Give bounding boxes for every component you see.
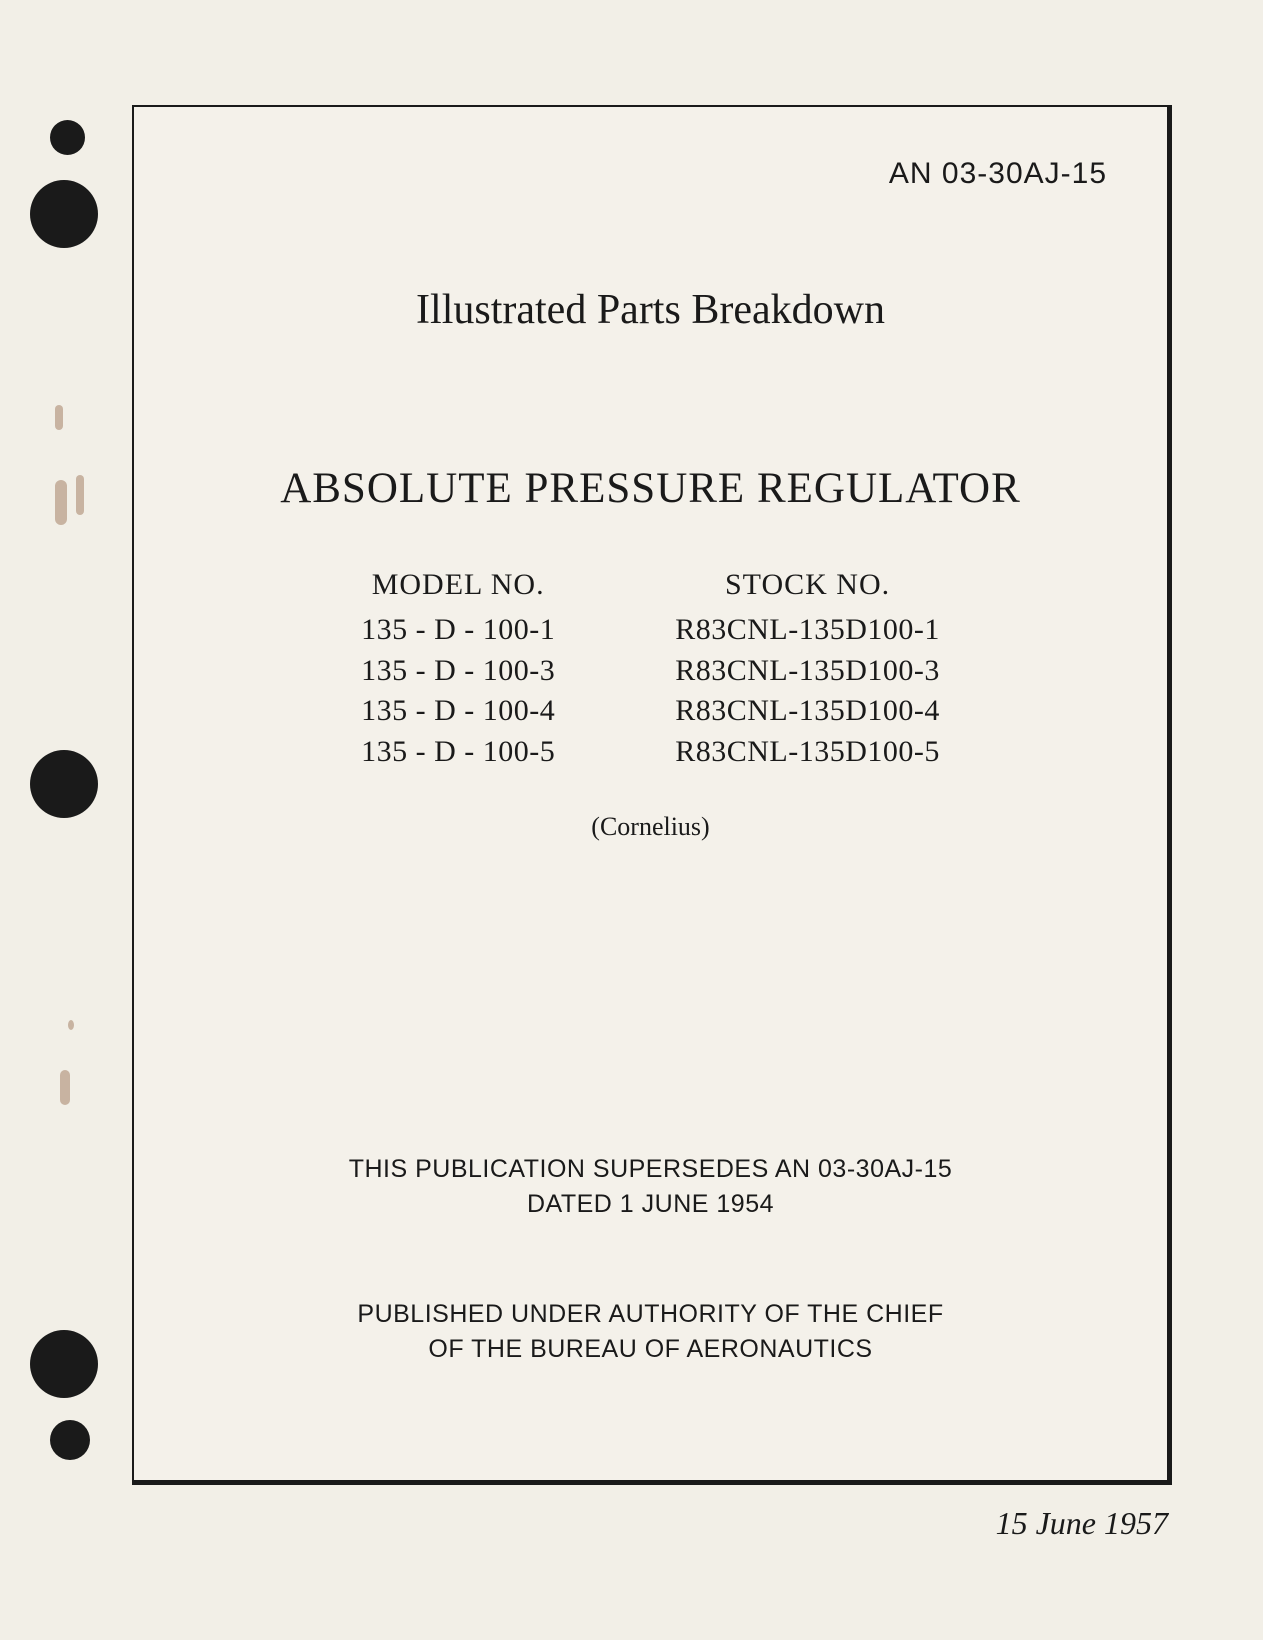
punch-hole xyxy=(50,120,85,155)
model-stock-table: MODEL NO. 135 - D - 100-1 135 - D - 100-… xyxy=(184,568,1117,772)
supersedes-line: THIS PUBLICATION SUPERSEDES AN 03-30AJ-1… xyxy=(184,1152,1117,1187)
stock-column: STOCK NO. R83CNL-135D100-1 R83CNL-135D10… xyxy=(675,568,940,772)
stock-item: R83CNL-135D100-1 xyxy=(675,610,940,651)
model-item: 135 - D - 100-5 xyxy=(361,732,555,773)
stock-header: STOCK NO. xyxy=(675,568,940,602)
content-frame: AN 03-30AJ-15 Illustrated Parts Breakdow… xyxy=(132,105,1172,1485)
publication-date: 15 June 1957 xyxy=(996,1505,1168,1542)
stock-item: R83CNL-135D100-4 xyxy=(675,691,940,732)
page-stain xyxy=(68,1020,74,1030)
punch-hole xyxy=(30,750,98,818)
document-subtitle: Illustrated Parts Breakdown xyxy=(184,286,1117,334)
document-title: ABSOLUTE PRESSURE REGULATOR xyxy=(184,464,1117,513)
model-header: MODEL NO. xyxy=(361,568,555,602)
model-column: MODEL NO. 135 - D - 100-1 135 - D - 100-… xyxy=(361,568,555,772)
model-item: 135 - D - 100-1 xyxy=(361,610,555,651)
model-item: 135 - D - 100-3 xyxy=(361,651,555,692)
punch-hole xyxy=(50,1420,90,1460)
punch-hole xyxy=(30,180,98,248)
stock-item: R83CNL-135D100-3 xyxy=(675,651,940,692)
document-id: AN 03-30AJ-15 xyxy=(184,157,1107,191)
document-page: AN 03-30AJ-15 Illustrated Parts Breakdow… xyxy=(0,0,1263,1640)
page-stain xyxy=(55,480,67,525)
stock-item: R83CNL-135D100-5 xyxy=(675,732,940,773)
authority-line: PUBLISHED UNDER AUTHORITY OF THE CHIEF xyxy=(184,1297,1117,1332)
authority-line: OF THE BUREAU OF AERONAUTICS xyxy=(184,1332,1117,1367)
manufacturer-name: (Cornelius) xyxy=(184,812,1117,842)
supersedes-line: DATED 1 JUNE 1954 xyxy=(184,1187,1117,1222)
authority-notice: PUBLISHED UNDER AUTHORITY OF THE CHIEF O… xyxy=(184,1297,1117,1367)
page-stain xyxy=(76,475,84,515)
supersedes-notice: THIS PUBLICATION SUPERSEDES AN 03-30AJ-1… xyxy=(184,1152,1117,1222)
page-stain xyxy=(60,1070,70,1105)
model-item: 135 - D - 100-4 xyxy=(361,691,555,732)
punch-hole xyxy=(30,1330,98,1398)
page-stain xyxy=(55,405,63,430)
